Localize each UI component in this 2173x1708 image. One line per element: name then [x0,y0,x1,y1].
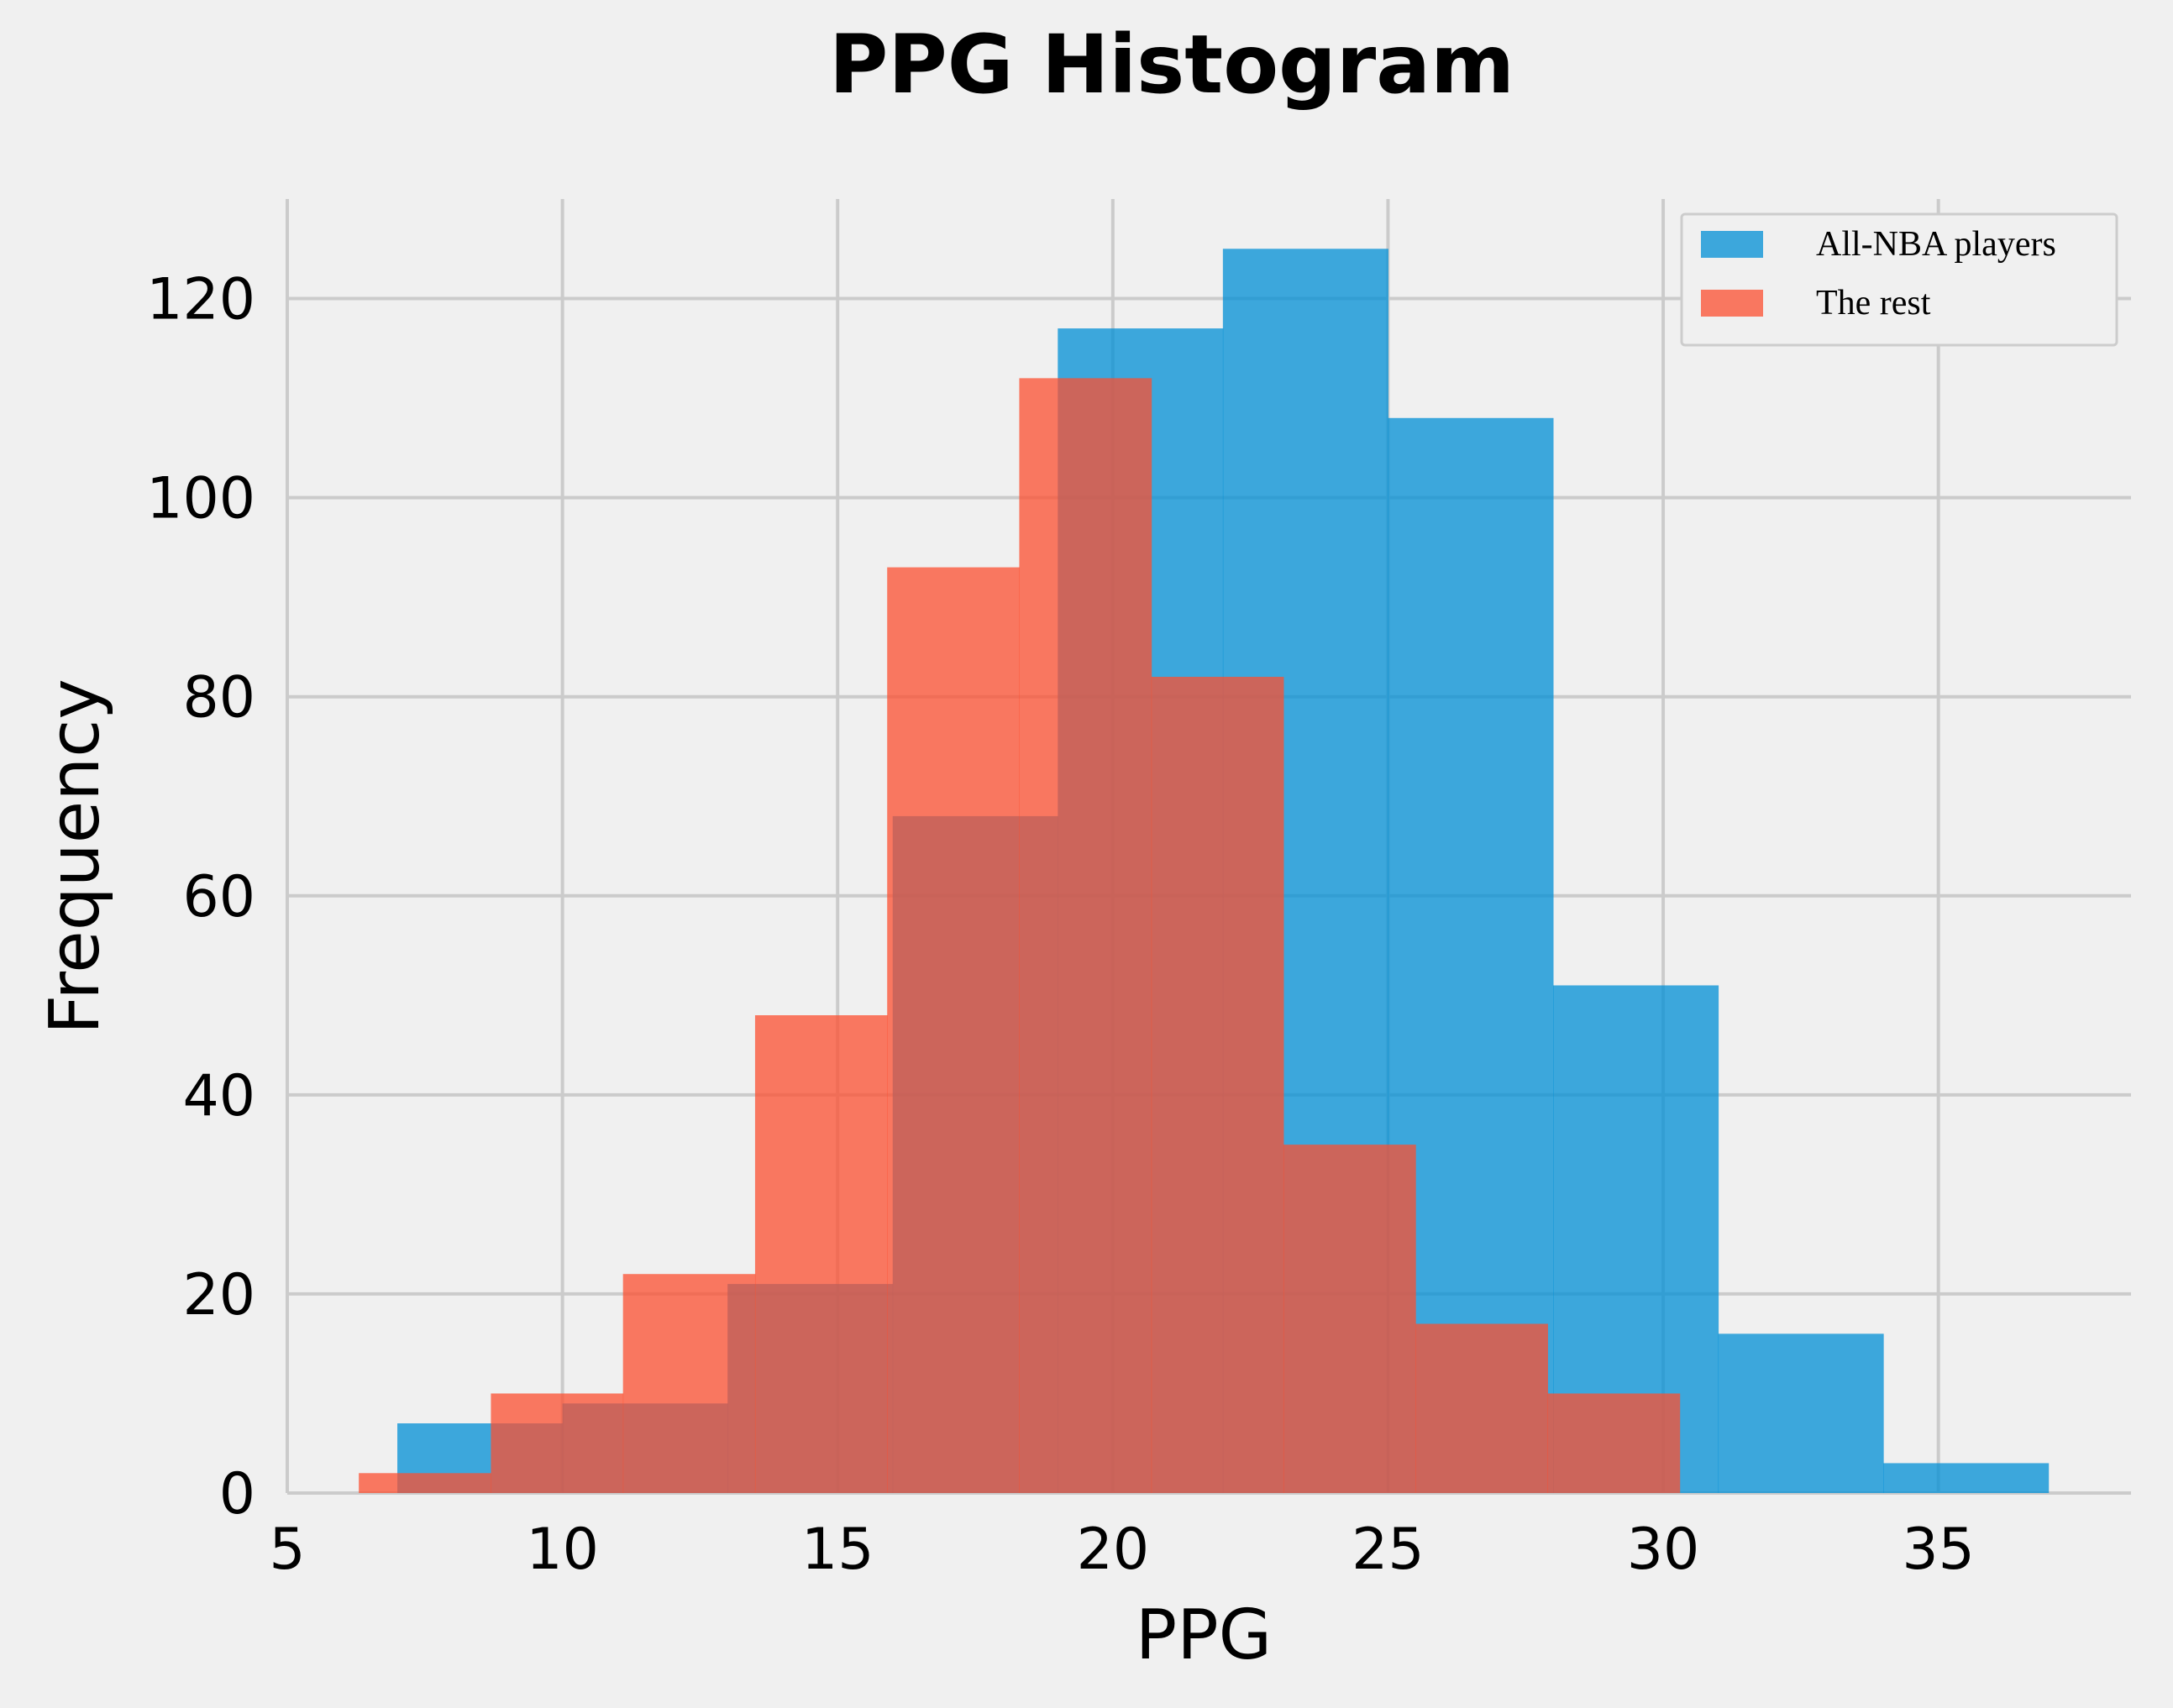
x-tick-label: 25 [1352,1517,1425,1583]
y-tick-label: 0 [219,1461,255,1527]
histogram-bar [754,1015,888,1493]
y-tick-label: 20 [182,1262,255,1328]
x-tick-label: 20 [1077,1517,1150,1583]
histogram-bar [1151,676,1284,1493]
histogram-bar [1283,1145,1416,1493]
legend-swatch [1701,290,1763,317]
y-tick-label: 100 [146,466,255,532]
legend: All-NBA players The rest [1680,212,2118,347]
x-tick-label: 15 [801,1517,874,1583]
histogram-bar [1415,1323,1548,1493]
x-tick-label: 5 [269,1517,305,1583]
histogram-bar [1019,378,1152,1493]
series-the-rest [359,378,1681,1493]
y-tick-label: 80 [182,665,255,731]
histogram-bar [1883,1463,2050,1493]
histogram-bar [1718,1333,1884,1493]
tick-labels: 5 10 15 20 25 30 35 0 20 40 60 80 100 120 [146,267,1975,1583]
legend-swatch [1701,231,1763,258]
histogram-bars [359,249,2050,1494]
y-tick-label: 120 [146,267,255,333]
histogram-bar [887,567,1020,1493]
y-tick-label: 40 [182,1063,255,1129]
histogram-bar [1547,1393,1681,1493]
histogram-bar [491,1393,624,1493]
y-tick-label: 60 [182,864,255,930]
chart-title: PPG Histogram [829,18,1514,112]
x-axis-label: PPG [1136,1595,1272,1675]
x-tick-label: 30 [1627,1517,1700,1583]
legend-label: The rest [1816,284,1931,322]
legend-label: All-NBA players [1816,225,2056,264]
x-tick-label: 10 [526,1517,599,1583]
y-axis-label: Frequency [35,678,115,1035]
x-tick-label: 35 [1902,1517,1975,1583]
legend-box [1680,212,2118,347]
histogram-bar [622,1274,756,1493]
histogram-bar [359,1473,491,1493]
